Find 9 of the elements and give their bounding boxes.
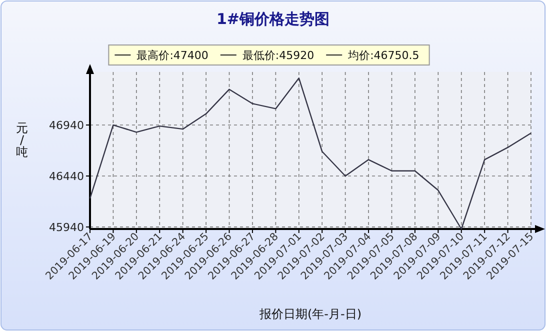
x-axis-title: 报价日期(年-月-日) xyxy=(258,307,362,321)
text: 最高价:47400 xyxy=(136,49,208,62)
y-axis-title: 元/吨 xyxy=(16,121,28,159)
y-tick-label: 46940 xyxy=(49,119,84,132)
y-tick-label: 45940 xyxy=(49,220,84,234)
chart-title: 1#铜价格走势图 xyxy=(216,10,330,28)
text: 均价:46750.5 xyxy=(347,49,420,62)
y-tick-label: 46440 xyxy=(49,170,84,183)
text: 最低价:45920 xyxy=(242,49,314,62)
